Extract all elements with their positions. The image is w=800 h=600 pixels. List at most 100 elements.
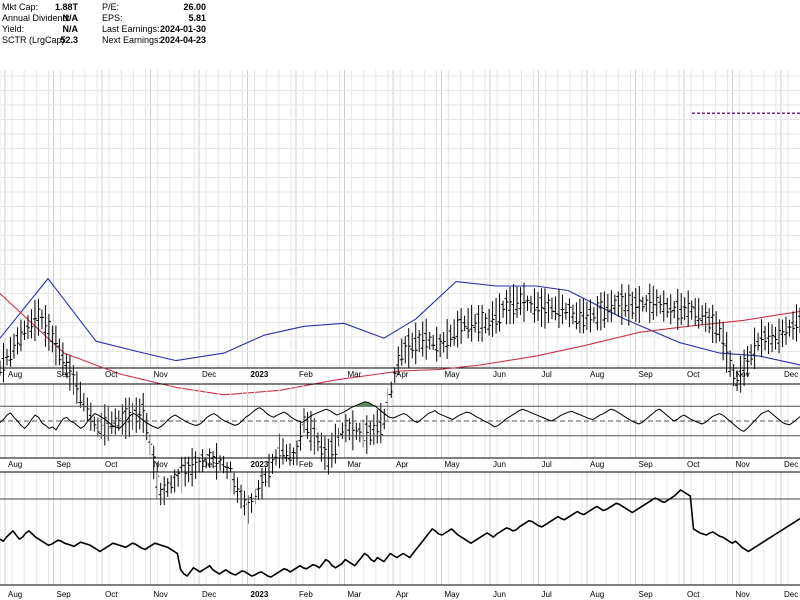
- x-tick-label-price: Oct: [105, 370, 118, 379]
- ohlc-bar: [515, 286, 520, 318]
- ohlc-bar: [39, 309, 44, 330]
- ohlc-bar: [211, 451, 216, 469]
- x-tick-label-lower: Feb: [299, 590, 313, 599]
- x-tick-label-price: Oct: [687, 370, 700, 379]
- ohlc-bar: [36, 298, 41, 336]
- ohlc-bar: [563, 302, 568, 320]
- ohlc-bar: [612, 294, 617, 315]
- ohlc-bar: [403, 336, 408, 364]
- ohlc-bar: [605, 293, 610, 323]
- x-tick-label-lower: Jun: [493, 590, 506, 599]
- x-tick-label-lower: May: [445, 590, 460, 599]
- ohlc-bar: [441, 331, 446, 353]
- stat-label-eps: EPS:: [102, 13, 123, 23]
- ohlc-bar: [661, 290, 666, 322]
- ohlc-bar: [60, 342, 65, 375]
- ohlc-bar: [731, 364, 736, 387]
- ohlc-bar: [668, 294, 673, 325]
- ohlc-bar: [574, 302, 579, 330]
- ohlc-bar: [50, 325, 55, 353]
- ohlc-bar: [249, 493, 254, 513]
- ohlc-bar: [123, 397, 128, 439]
- ohlc-bar: [494, 298, 499, 334]
- ohlc-bar: [791, 311, 796, 340]
- x-tick-label-price: Aug: [590, 370, 604, 379]
- ohlc-bar: [291, 447, 296, 465]
- stat-value-next-earnings: 2024-04-23: [159, 35, 206, 45]
- ohlc-bar: [525, 295, 530, 311]
- ohlc-bar: [602, 291, 607, 328]
- ohlc-bar: [623, 292, 628, 317]
- ohlc-bar: [686, 290, 691, 327]
- ohlc-bar: [378, 403, 383, 444]
- ohlc-bar: [546, 293, 551, 323]
- x-tick-label-price: Nov: [736, 370, 750, 379]
- ohlc-bar: [560, 294, 565, 325]
- ohlc-bar: [354, 422, 359, 440]
- ohlc-bar: [78, 381, 83, 408]
- x-tick-label-lower: Oct: [105, 590, 118, 599]
- ohlc-bar: [570, 304, 575, 325]
- ohlc-bar: [595, 296, 600, 331]
- ohlc-bar: [689, 300, 694, 320]
- x-tick-label-lower: Aug: [8, 590, 22, 599]
- ohlc-bar: [406, 327, 411, 368]
- ohlc-bar: [151, 445, 156, 480]
- ohlc-bar: [535, 292, 540, 321]
- x-tick-label-price: Jun: [493, 370, 506, 379]
- x-tick-label-price: Dec: [784, 370, 798, 379]
- ohlc-bar: [137, 398, 142, 430]
- ohlc-bar: [490, 301, 495, 337]
- x-tick-label-oscillator: Nov: [154, 460, 168, 469]
- ohlc-bar: [424, 318, 429, 360]
- stat-value-last-earnings: 2024-01-30: [159, 24, 206, 34]
- ohlc-bar: [445, 319, 450, 359]
- ohlc-bar: [591, 307, 596, 323]
- x-tick-label-oscillator: Apr: [396, 460, 409, 469]
- x-tick-label-price: Dec: [202, 370, 216, 379]
- ohlc-bar: [633, 288, 638, 322]
- x-tick-label-lower: Aug: [590, 590, 604, 599]
- ohlc-bar: [431, 335, 436, 350]
- ohlc-bar: [773, 326, 778, 350]
- ohlc-bar: [22, 320, 27, 340]
- ohlc-bar: [756, 332, 761, 351]
- stat-label-pe: P/E:: [102, 2, 120, 12]
- ma-blue-line: [0, 278, 800, 366]
- ohlc-bar: [759, 319, 764, 358]
- stat-value-eps: 5.81: [188, 13, 206, 23]
- ohlc-bar: [682, 297, 687, 321]
- ohlc-bar: [724, 331, 729, 373]
- ohlc-bar: [4, 348, 9, 366]
- ohlc-bar: [29, 309, 34, 339]
- ohlc-bar: [539, 288, 544, 328]
- ohlc-bar: [67, 355, 72, 391]
- ohlc-bar: [742, 349, 747, 386]
- ohlc-bar: [588, 299, 593, 333]
- ma-red-line: [0, 293, 800, 396]
- x-tick-label-price: Jul: [542, 370, 552, 379]
- ohlc-bar: [172, 469, 177, 493]
- ohlc-bar: [497, 293, 502, 332]
- stat-label-mkt-cap: Mkt Cap:: [2, 2, 39, 12]
- ohlc-bar: [616, 291, 621, 317]
- x-tick-label-lower: Oct: [687, 590, 700, 599]
- x-tick-label-oscillator: Jun: [493, 460, 506, 469]
- ohlc-bar: [329, 432, 334, 468]
- ohlc-bar: [438, 333, 443, 358]
- stat-label-yield: Yield:: [2, 24, 25, 34]
- ohlc-bar: [459, 308, 464, 344]
- ohlc-bar: [476, 305, 481, 342]
- ohlc-bar: [340, 422, 345, 439]
- ohlc-bar: [15, 327, 20, 355]
- ohlc-bar: [501, 300, 506, 318]
- ohlc-bar: [270, 454, 275, 474]
- ohlc-bar: [413, 322, 418, 365]
- ohlc-bar: [392, 367, 397, 383]
- ohlc-bar: [0, 360, 2, 376]
- ohlc-bar: [626, 284, 631, 326]
- x-tick-label-price: Apr: [396, 370, 409, 379]
- x-tick-label-lower: Nov: [736, 590, 750, 599]
- ohlc-bar: [598, 292, 603, 331]
